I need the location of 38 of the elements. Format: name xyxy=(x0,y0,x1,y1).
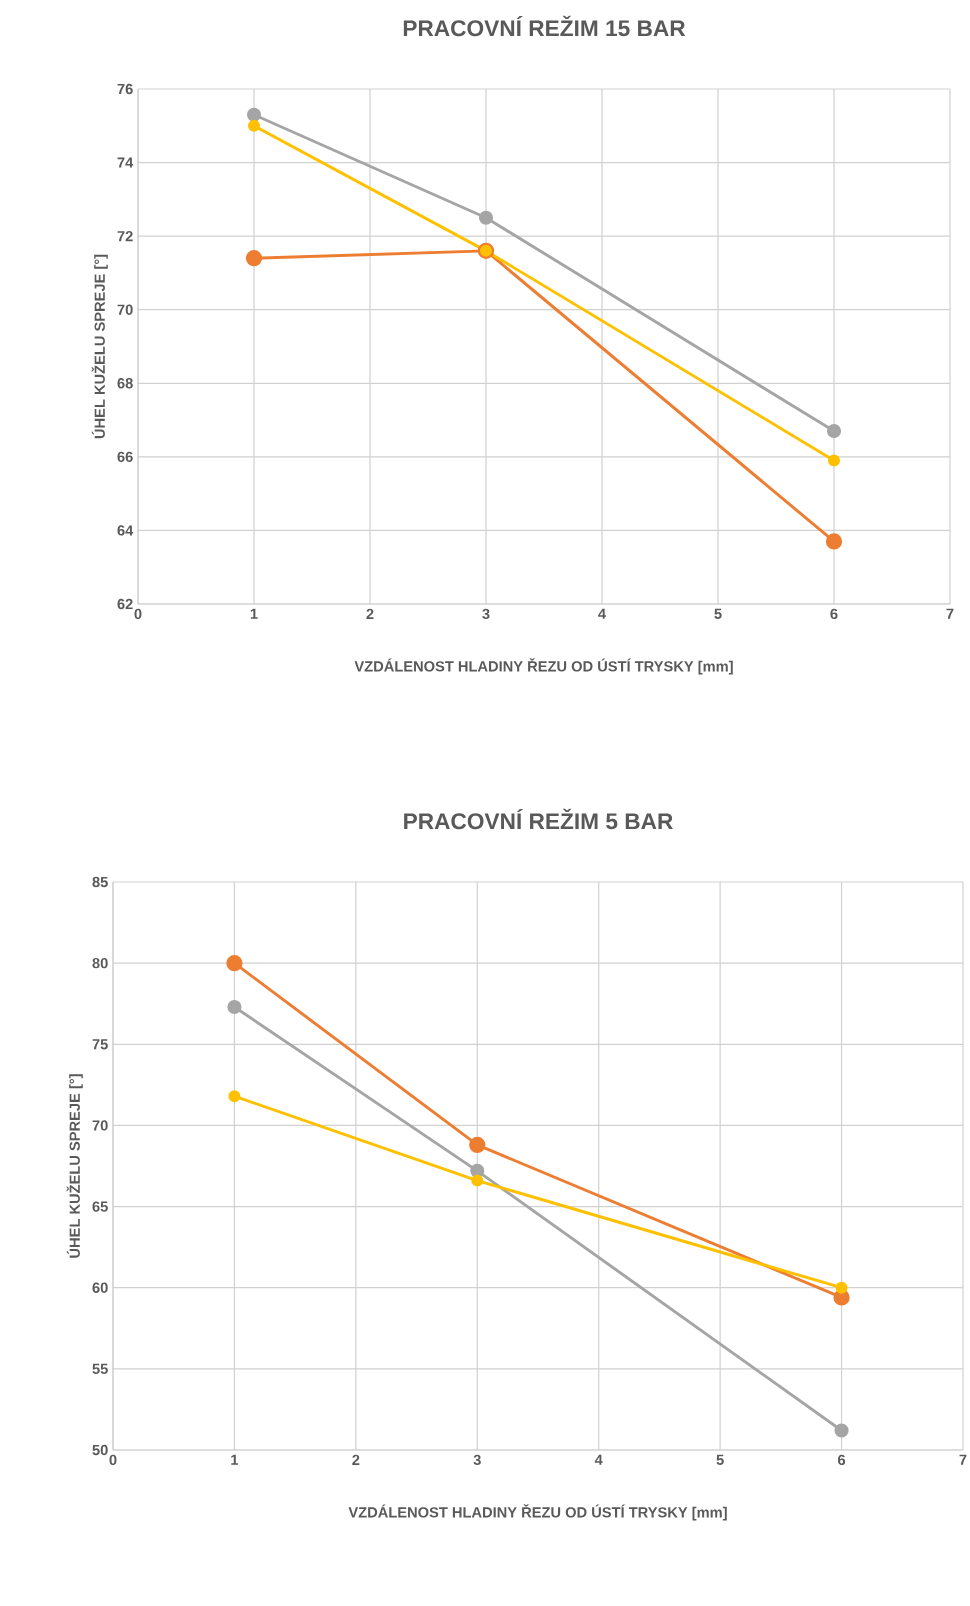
y-tick-label: 50 xyxy=(92,1444,108,1456)
y-tick-label: 68 xyxy=(117,378,133,389)
y-axis-title: ÚHEL KUŽELU SPREJE [°] xyxy=(66,1074,83,1258)
y-tick-label: 55 xyxy=(92,1363,108,1374)
y-tick-label: 74 xyxy=(117,157,134,168)
x-tick-label: 0 xyxy=(134,608,142,620)
chart-title: PRACOVNÍ REŽIM 5 BAR xyxy=(404,808,673,830)
x-tick-label: 3 xyxy=(473,1454,481,1466)
x-tick-label: 7 xyxy=(959,1454,967,1465)
x-tick-label: 4 xyxy=(594,1454,603,1465)
chart-title: PRACOVNÍ REŽIM 15 BAR xyxy=(403,15,686,37)
x-tick-label: 0 xyxy=(109,1454,117,1466)
y-axis-title: ÚHEL KUŽELU SPREJE [°] xyxy=(91,254,108,439)
x-tick-label: 1 xyxy=(250,608,258,619)
y-tick-label: 75 xyxy=(92,1039,108,1050)
x-tick-label: 3 xyxy=(482,608,490,620)
y-tick-label: 66 xyxy=(117,451,133,463)
y-tick-label: 65 xyxy=(92,1201,108,1212)
x-tick-label: 1 xyxy=(231,1454,239,1465)
x-tick-label: 7 xyxy=(946,608,954,619)
x-tick-label: 2 xyxy=(352,1454,360,1465)
y-tick-label: 80 xyxy=(92,957,108,969)
x-tick-label: 2 xyxy=(366,608,374,619)
x-tick-label: 5 xyxy=(714,608,722,619)
x-axis-title: VZDÁLENOST HLADINY ŘEZU OD ÚSTÍ TRYSKY [mm] xyxy=(354,658,733,675)
y-tick-label: 64 xyxy=(117,525,134,536)
y-tick-label: 85 xyxy=(92,876,108,888)
x-tick-label: 6 xyxy=(830,608,838,620)
y-tick-label: 70 xyxy=(92,1120,108,1131)
y-tick-label: 62 xyxy=(117,598,133,610)
x-tick-label: 4 xyxy=(598,608,606,619)
x-tick-label: 5 xyxy=(716,1454,724,1465)
y-tick-label: 60 xyxy=(92,1282,108,1293)
y-tick-label: 70 xyxy=(117,304,133,315)
x-axis-title: VZDÁLENOST HLADINY ŘEZU OD ÚSTÍ TRYSKY [mm] xyxy=(348,1504,727,1521)
x-tick-label: 6 xyxy=(838,1454,846,1466)
y-tick-label: 76 xyxy=(117,83,133,95)
y-tick-label: 72 xyxy=(117,231,133,242)
